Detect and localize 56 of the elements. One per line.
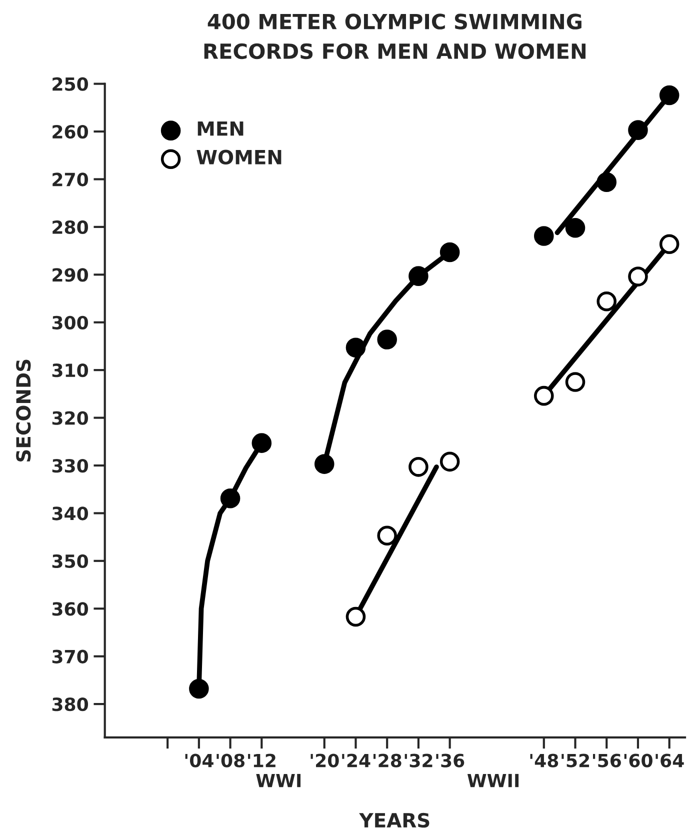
- point: [534, 226, 554, 246]
- y-axis-title: SECONDS: [16, 360, 31, 462]
- x-tick-label: '52: [562, 754, 590, 768]
- point: [377, 330, 397, 350]
- x-tick-label: '08: [216, 754, 244, 768]
- point: [565, 218, 586, 238]
- x-tick-label: '64: [656, 754, 684, 768]
- x-tick-label: '24: [342, 754, 370, 768]
- y-tick-label: 320: [52, 411, 88, 425]
- x-tick-label: '48: [530, 754, 558, 768]
- point: [440, 452, 460, 472]
- x-axis-title: YEARS: [359, 812, 430, 828]
- y-tick-label: 300: [52, 316, 88, 330]
- x-tick-label: '60: [624, 754, 652, 768]
- y-tick-label: 310: [52, 364, 88, 378]
- text: WWI: [256, 774, 301, 788]
- point: [628, 266, 648, 286]
- y-tick-label: 380: [52, 698, 88, 712]
- point: [659, 85, 680, 106]
- y-tick-label: 340: [52, 506, 88, 520]
- y-tick-label: 270: [52, 172, 88, 186]
- point: [346, 606, 366, 627]
- point: [189, 678, 209, 699]
- y-tick-label: 260: [52, 124, 88, 139]
- point: [346, 338, 366, 358]
- legend-label: WOMEN: [196, 150, 282, 164]
- y-tick-label: 350: [52, 554, 88, 568]
- x-tick-label: '04: [185, 754, 214, 768]
- x-tick-label: '12: [248, 754, 276, 768]
- point: [565, 372, 586, 392]
- legend-label: MEN: [198, 122, 244, 136]
- text: WWII: [467, 774, 519, 788]
- point: [377, 526, 397, 546]
- x-tick-label: '36: [436, 754, 464, 768]
- y-tick-label: 330: [52, 458, 88, 473]
- y-tick-label: 290: [52, 268, 88, 282]
- point: [252, 433, 272, 453]
- x-tick-label: '20: [310, 754, 339, 768]
- point: [440, 242, 460, 262]
- x-tick-label: '56: [593, 754, 621, 768]
- y-tick-label: 250: [52, 77, 88, 91]
- point: [659, 234, 680, 254]
- x-tick-label: '32: [404, 754, 432, 768]
- point: [596, 172, 617, 192]
- point: [314, 454, 334, 474]
- point: [408, 457, 428, 477]
- point: [220, 488, 240, 508]
- point: [628, 120, 648, 140]
- x-tick-label: '28: [373, 754, 402, 768]
- point: [534, 386, 554, 406]
- y-tick-label: 280: [52, 220, 88, 234]
- point: [596, 291, 617, 312]
- y-tick-label: 360: [52, 602, 88, 616]
- y-tick-label: 370: [52, 650, 88, 664]
- chart-title: 400 METER OLYMPIC SWIMMING RECORDS FOR MEN AND WOMEN: [204, 14, 586, 60]
- point: [408, 266, 428, 286]
